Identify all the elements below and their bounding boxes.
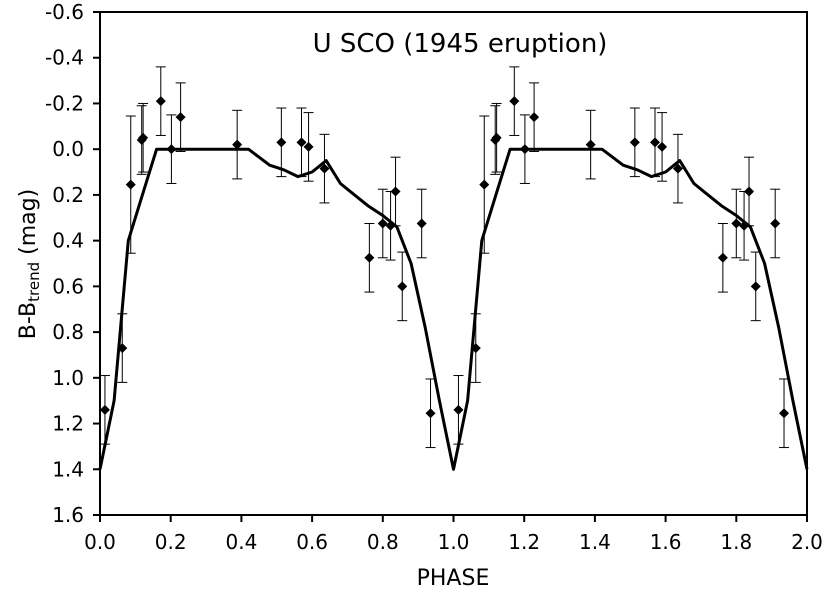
- data-point: [125, 179, 136, 190]
- data-point: [657, 141, 668, 152]
- x-tick-label: 1.2: [508, 530, 540, 554]
- data-point: [138, 132, 149, 143]
- y-tick-label: 1.2: [52, 412, 84, 436]
- y-axis-title: B-Btrend (mag): [16, 189, 43, 339]
- data-point: [155, 96, 166, 107]
- data-point: [750, 281, 761, 292]
- x-tick-label: 2.0: [791, 530, 823, 554]
- x-tick-label: 0.8: [367, 530, 399, 554]
- model-curve: [98, 147, 809, 471]
- data-point: [739, 220, 750, 231]
- data-point: [385, 220, 396, 231]
- data-point: [296, 137, 307, 148]
- data-points: [99, 96, 790, 419]
- data-point: [744, 186, 755, 197]
- y-tick-label: 0.4: [52, 229, 84, 253]
- data-point: [390, 186, 401, 197]
- y-axis-ticks: [93, 11, 100, 516]
- data-point: [453, 404, 464, 415]
- data-point: [529, 112, 540, 123]
- x-tick-label: 0.4: [225, 530, 257, 554]
- x-tick-label: 0.0: [84, 530, 116, 554]
- y-tick-label: -0.6: [45, 0, 84, 24]
- y-tick-label: 0.0: [52, 137, 84, 161]
- data-point: [99, 404, 110, 415]
- y-tick-label: -0.2: [45, 91, 84, 115]
- data-point: [117, 343, 128, 354]
- x-tick-label: 1.4: [579, 530, 611, 554]
- data-point: [319, 163, 330, 174]
- data-point: [770, 218, 781, 229]
- data-point: [397, 281, 408, 292]
- y-axis-tick-labels: -0.6 -0.4 -0.2 0.0 0.2 0.4 0.6 0.8 1.0 1.2 1.4 1.6: [45, 0, 84, 527]
- chart-title: U SCO (1945 eruption): [313, 29, 608, 59]
- y-tick-label: 1.0: [52, 366, 84, 390]
- data-point: [585, 139, 596, 150]
- data-point: [779, 408, 790, 419]
- data-point: [416, 218, 427, 229]
- y-tick-label: 0.6: [52, 274, 84, 298]
- data-point: [629, 137, 640, 148]
- data-point: [649, 137, 660, 148]
- y-tick-label: 1.4: [52, 457, 84, 481]
- y-axis-title-unit: (mag): [16, 189, 41, 262]
- data-point: [175, 112, 186, 123]
- data-point: [425, 408, 436, 419]
- data-point: [166, 144, 177, 155]
- data-point: [276, 137, 287, 148]
- x-axis-title: PHASE: [417, 566, 490, 591]
- x-tick-label: 1.8: [720, 530, 752, 554]
- data-point: [491, 132, 502, 143]
- data-point: [672, 163, 683, 174]
- y-axis-title-subscript: trend: [25, 262, 43, 302]
- x-axis-tick-labels: 0.0 0.2 0.4 0.6 0.8 1.0 1.2 1.4 1.6 1.8 2.0: [84, 530, 823, 554]
- x-tick-label: 0.6: [296, 530, 328, 554]
- data-point: [470, 343, 481, 354]
- data-point: [303, 141, 314, 152]
- plot-background: [100, 12, 807, 515]
- x-axis-ticks: [99, 515, 808, 522]
- y-axis-title-main: B-B: [16, 302, 41, 339]
- y-tick-label: -0.4: [45, 46, 84, 70]
- x-tick-label: 1.0: [438, 530, 470, 554]
- data-point: [519, 144, 530, 155]
- data-point: [377, 218, 388, 229]
- data-point: [717, 252, 728, 263]
- y-tick-label: 0.2: [52, 183, 84, 207]
- plot-frame: [99, 11, 808, 516]
- y-tick-label: 1.6: [52, 503, 84, 527]
- data-point: [731, 218, 742, 229]
- x-tick-label: 1.6: [650, 530, 682, 554]
- x-tick-label: 0.2: [155, 530, 187, 554]
- data-point: [479, 179, 490, 190]
- data-point: [232, 139, 243, 150]
- data-point: [364, 252, 375, 263]
- data-point: [509, 96, 520, 107]
- y-tick-label: 0.8: [52, 320, 84, 344]
